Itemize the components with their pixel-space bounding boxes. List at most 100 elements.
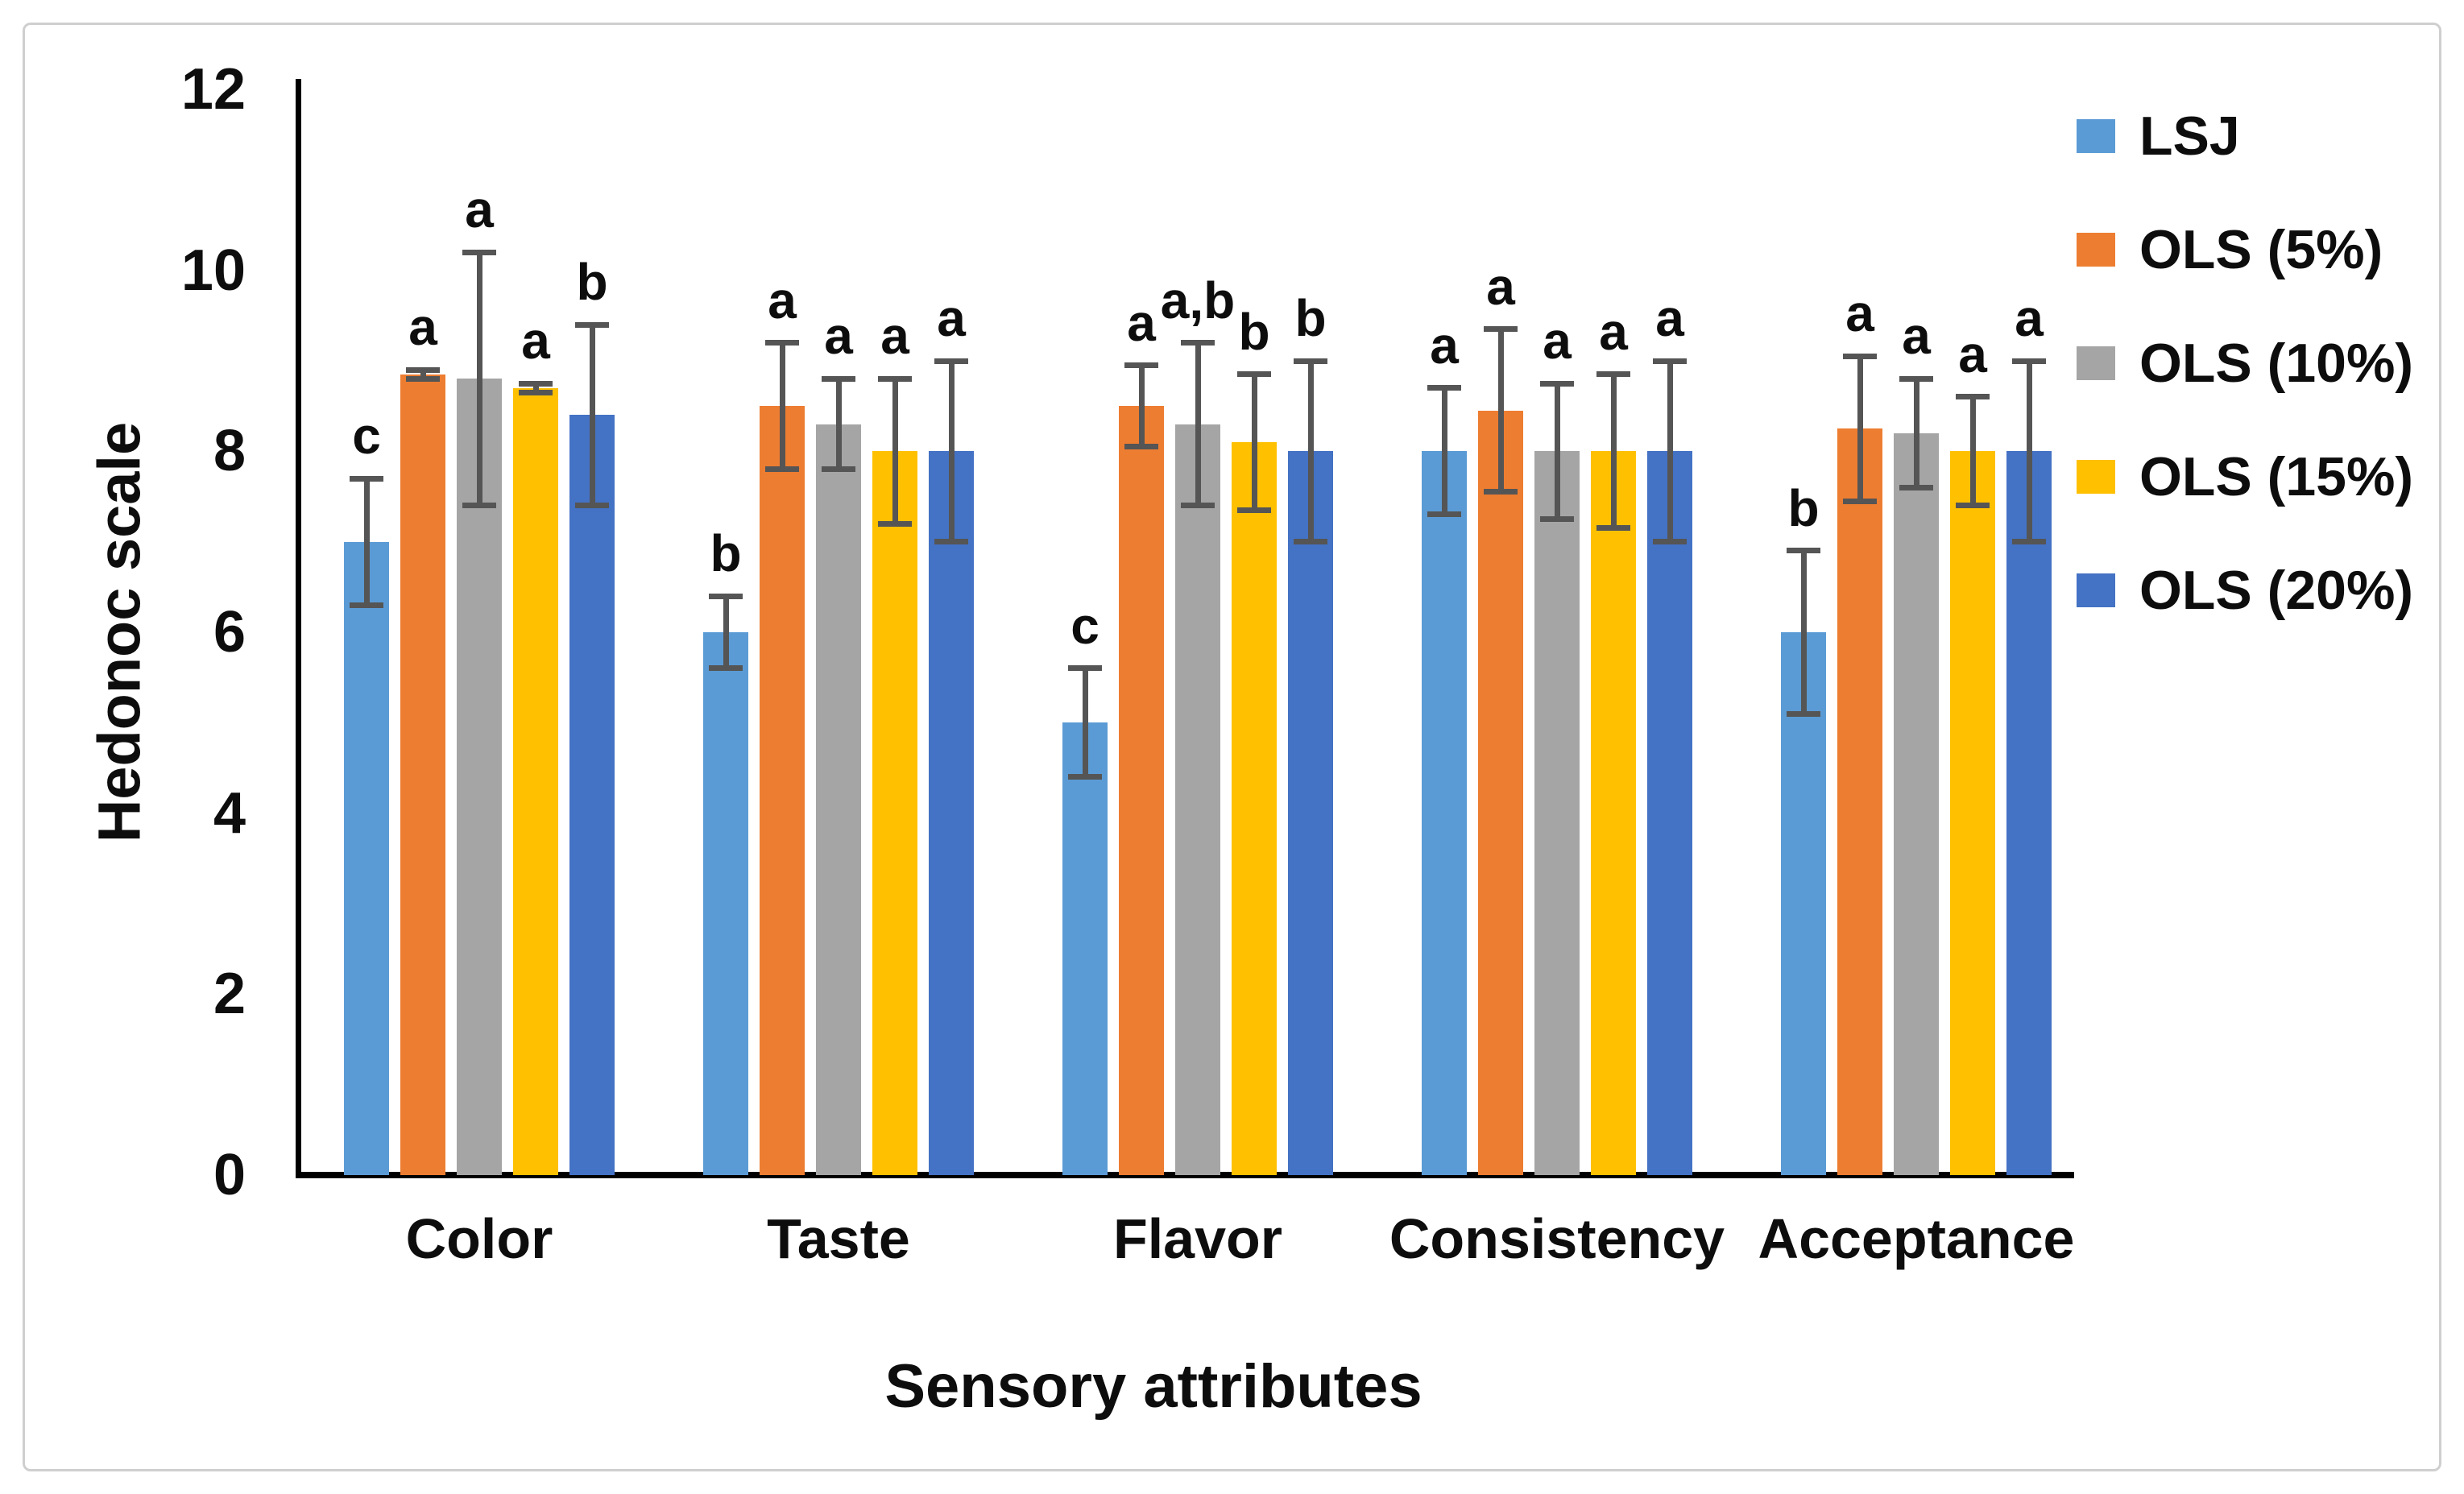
error-bar-line	[1610, 374, 1617, 528]
error-bar-cap	[1843, 353, 1877, 359]
error-bar-cap	[519, 380, 553, 387]
error-bar-cap	[1237, 507, 1271, 513]
error-bar-cap	[1427, 385, 1461, 391]
significance-letter: a	[1655, 289, 1684, 347]
significance-letter: c	[1070, 596, 1099, 655]
legend-swatch-lsj	[2077, 119, 2115, 153]
error-bar-cap	[1427, 511, 1461, 518]
error-bar-cap	[1653, 539, 1687, 545]
error-bar-cap	[934, 358, 968, 364]
error-bar-cap	[350, 602, 383, 608]
error-bar-line	[363, 478, 370, 606]
error-bar-cap	[1181, 340, 1215, 346]
bar	[1119, 406, 1164, 1175]
bar	[1478, 410, 1523, 1175]
error-bar-cap	[1068, 665, 1102, 672]
bar	[760, 406, 805, 1175]
error-bar-cap	[765, 466, 799, 473]
error-bar-cap	[1899, 375, 1933, 382]
legend-label: OLS (15%)	[2139, 446, 2414, 507]
error-bar-line	[1667, 361, 1673, 542]
error-bar-cap	[2012, 358, 2046, 364]
error-bar-line	[2026, 361, 2032, 542]
error-bar-cap	[1787, 710, 1820, 717]
x-category-label: Consistency	[1389, 1207, 1725, 1270]
error-bar-cap	[1843, 498, 1877, 504]
bar	[400, 374, 445, 1175]
error-bar-cap	[1956, 394, 1990, 400]
bar	[1837, 428, 1882, 1175]
x-category-label: Flavor	[1112, 1207, 1283, 1270]
error-bar-cap	[1294, 358, 1327, 364]
legend-swatch-ols-5	[2077, 233, 2115, 267]
error-bar-cap	[1956, 503, 1990, 509]
legend-label: OLS (10%)	[2139, 333, 2414, 394]
bar	[513, 387, 558, 1175]
error-bar-cap	[519, 389, 553, 395]
error-bar-cap	[1484, 326, 1518, 333]
significance-letter: a	[768, 271, 797, 329]
legend-label: LSJ	[2139, 106, 2240, 167]
legend-label: OLS (20%)	[2139, 560, 2414, 621]
legend-item-ols-10: OLS (10%)	[2077, 333, 2413, 394]
significance-letter: b	[1294, 289, 1327, 347]
bar	[1232, 442, 1277, 1175]
legend-item-ols-15: OLS (15%)	[2077, 446, 2413, 507]
error-bar-line	[1857, 356, 1863, 502]
error-bar-line	[1913, 379, 1919, 488]
y-tick-label: 4	[213, 780, 246, 846]
bar	[1647, 451, 1692, 1175]
bar	[2006, 451, 2052, 1175]
bar	[816, 424, 861, 1175]
error-bar-line	[1307, 361, 1314, 542]
error-bar-line	[476, 252, 482, 506]
error-bar-line	[1251, 374, 1257, 511]
y-axis-line	[296, 79, 301, 1177]
error-bar-cap	[878, 375, 912, 382]
error-bar-cap	[1294, 539, 1327, 545]
error-bar-line	[1554, 383, 1560, 519]
x-axis-title: Sensory attributes	[884, 1352, 1422, 1421]
bar	[457, 379, 502, 1175]
bar	[1422, 451, 1467, 1175]
error-bar-cap	[822, 466, 855, 473]
legend-item-ols-20: OLS (20%)	[2077, 560, 2414, 621]
error-bar-line	[420, 370, 426, 379]
significance-letter: a	[880, 307, 909, 366]
y-tick-label: 0	[213, 1143, 246, 1207]
error-bar-line	[1195, 342, 1201, 506]
error-bar-line	[1138, 365, 1145, 447]
legend-item-lsj: LSJ	[2077, 106, 2240, 167]
significance-letter: a	[1486, 257, 1515, 316]
legend-label: OLS (5%)	[2139, 219, 2383, 280]
significance-letter: a	[521, 312, 550, 370]
significance-letter: a	[1127, 293, 1156, 352]
error-bar-line	[1497, 329, 1504, 492]
bar	[569, 415, 615, 1175]
bar	[1950, 451, 1995, 1175]
error-bar-cap	[406, 366, 440, 373]
bar	[929, 451, 974, 1175]
significance-letter: a	[1845, 284, 1874, 343]
bar	[1894, 432, 1939, 1175]
x-axis-line	[296, 1172, 2074, 1178]
x-category-label: Taste	[767, 1207, 910, 1270]
significance-letter: b	[1787, 478, 1820, 537]
x-category-label: Color	[405, 1207, 553, 1270]
error-bar-line	[948, 361, 955, 542]
significance-letter: a	[1902, 307, 1931, 366]
error-bar-line	[892, 379, 898, 524]
bar	[1781, 632, 1826, 1175]
significance-letter: a	[408, 298, 437, 357]
significance-letter: b	[576, 253, 608, 312]
legend-swatch-ols-10	[2077, 346, 2115, 380]
significance-letter: c	[352, 407, 381, 466]
error-bar-cap	[406, 375, 440, 382]
bar	[1062, 722, 1108, 1175]
error-bar-line	[532, 383, 539, 393]
error-bar-cap	[462, 503, 496, 509]
bar	[872, 451, 917, 1175]
error-bar-cap	[765, 340, 799, 346]
legend-swatch-ols-20	[2077, 573, 2115, 607]
